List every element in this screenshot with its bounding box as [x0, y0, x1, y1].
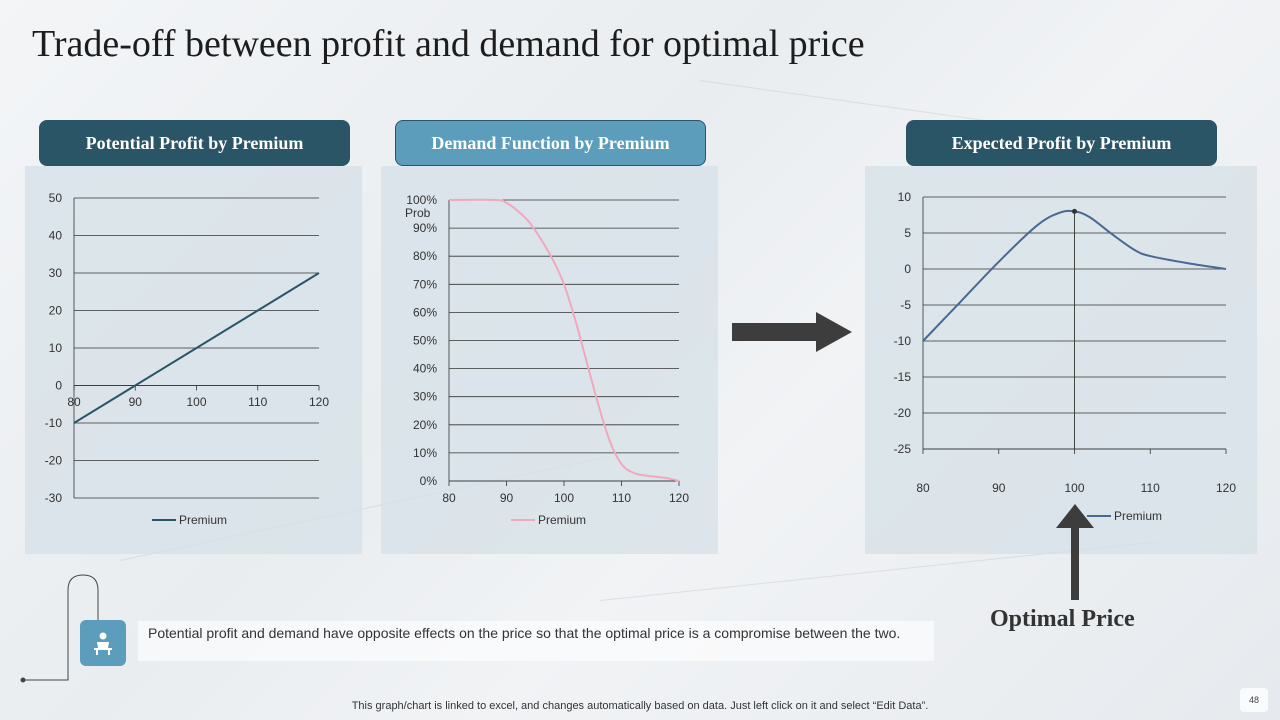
optimal-price-label: Optimal Price [990, 606, 1135, 632]
y-tick-label: 30% [413, 390, 437, 404]
y-tick-label: 70% [413, 277, 437, 291]
y-tick-label: 10% [413, 446, 437, 460]
y-tick-label: 20 [49, 304, 63, 318]
y-tick-label: -10 [45, 416, 63, 430]
y-tick-label: 0 [55, 379, 62, 393]
series-line-premium [448, 198, 680, 482]
right-arrow-shape [732, 312, 852, 352]
y-tick-label: 0% [420, 474, 438, 488]
series-line-premium [73, 272, 320, 424]
profit-chart-header: Potential Profit by Premium [39, 120, 350, 166]
right-arrow-icon [732, 312, 852, 352]
profit-chart-header-label: Potential Profit by Premium [85, 132, 304, 153]
y-tick-label: -20 [45, 454, 63, 468]
page-title: Trade-off between profit and demand for … [32, 23, 865, 65]
optimal-point [1072, 208, 1077, 214]
expected-chart-panel[interactable]: -25 -20 -15 -10 -5 0 5 10 80 90 100 110 120 Premium [865, 166, 1257, 554]
x-tick-label: 80 [67, 395, 81, 409]
y-tick-label: -5 [900, 298, 911, 312]
note-icon-box [80, 620, 126, 666]
desk-person-icon [94, 632, 112, 655]
profit-chart[interactable]: -30 -20 -10 0 10 20 30 40 50 80 90 100 110 120 Premium [25, 166, 362, 554]
y-tick-label: -20 [894, 406, 912, 420]
x-tick-label: 110 [248, 395, 267, 409]
y-tick-label: 90% [413, 221, 437, 235]
y-tick-label: 10 [898, 190, 912, 204]
y-tick-label: 60% [413, 305, 437, 319]
up-arrow-icon [1056, 504, 1094, 600]
y-tick-label: 40 [49, 229, 63, 243]
x-tick-label: 100 [186, 395, 206, 409]
y-tick-label: 80% [413, 249, 437, 263]
expected-chart-header-label: Expected Profit by Premium [951, 132, 1172, 153]
connector-line [20, 574, 99, 683]
y-tick-label: -15 [894, 370, 912, 384]
x-tick-label: 100 [554, 491, 574, 505]
legend-label: Premium [179, 513, 227, 527]
x-tick-label: 90 [129, 395, 143, 409]
expected-chart-header: Expected Profit by Premium [906, 120, 1217, 166]
footer-note: This graph/chart is linked to excel, and… [351, 700, 929, 712]
x-tick-label: 100 [1064, 481, 1084, 495]
x-tick-label: 80 [916, 481, 930, 495]
x-tick-label: 80 [442, 491, 456, 505]
expected-chart[interactable]: -25 -20 -15 -10 -5 0 5 10 80 90 100 110 120 Premium [865, 166, 1257, 554]
x-tick-label: 120 [669, 491, 689, 505]
x-tick-label: 120 [309, 395, 329, 409]
y-axis-label: Prob [405, 206, 431, 220]
x-tick-label: 90 [992, 481, 1006, 495]
y-tick-label: 0 [904, 262, 911, 276]
demand-chart-panel[interactable]: 0% 10% 20% 30% 40% 50% 60% 70% 80% 90% 100% 80 90 100… [381, 166, 718, 554]
y-tick-label: 10 [49, 341, 63, 355]
series-line-premium [922, 209, 1227, 342]
x-tick-label: 90 [500, 491, 514, 505]
y-tick-label: -25 [894, 442, 912, 456]
y-tick-label: 50 [49, 191, 63, 205]
y-tick-label: 100% [406, 193, 437, 207]
y-tick-label: -30 [45, 491, 63, 505]
y-tick-label: 50% [413, 334, 437, 348]
note-text: Potential profit and demand have opposit… [138, 621, 934, 661]
demand-chart[interactable]: 0% 10% 20% 30% 40% 50% 60% 70% 80% 90% 100% 80 90 100… [381, 166, 718, 554]
page-number: 48 [1240, 688, 1268, 712]
legend-label: Premium [1114, 509, 1162, 523]
demand-chart-header-label: Demand Function by Premium [431, 132, 670, 153]
profit-chart-panel[interactable]: -30 -20 -10 0 10 20 30 40 50 80 90 100 110 120 Premium [25, 166, 362, 554]
y-tick-label: 40% [413, 362, 437, 376]
demand-chart-header: Demand Function by Premium [395, 120, 706, 166]
x-tick-label: 120 [1216, 481, 1236, 495]
y-tick-label: 20% [413, 418, 437, 432]
y-tick-label: 30 [49, 266, 63, 280]
up-arrow-shape [1056, 504, 1094, 600]
x-tick-label: 110 [612, 491, 631, 505]
legend-label: Premium [538, 513, 586, 527]
y-tick-label: 5 [904, 226, 911, 240]
y-tick-label: -10 [894, 334, 912, 348]
x-tick-label: 110 [1141, 481, 1160, 495]
